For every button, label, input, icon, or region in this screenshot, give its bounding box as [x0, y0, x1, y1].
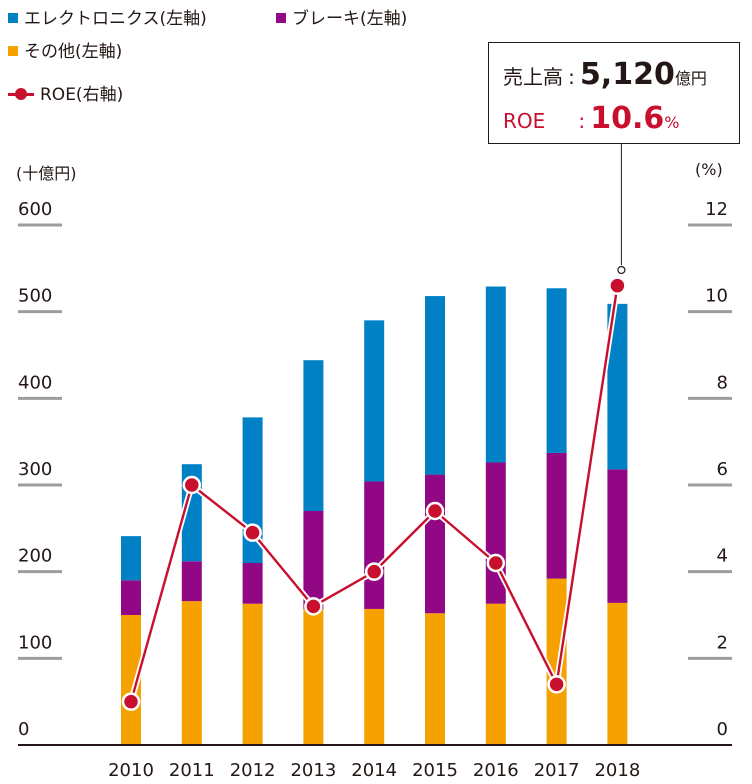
legend-other: その他(左軸): [8, 41, 122, 63]
legend-electronics-label: エレクトロニクス(左軸): [24, 9, 207, 29]
callout-roe-value: 10.6: [590, 101, 665, 136]
bar-brake-2010: [121, 580, 141, 615]
right-tick-label-2: 2: [717, 632, 728, 653]
roe-point-2015: [425, 501, 445, 521]
legend-roe: ROE(右軸): [8, 84, 123, 106]
left-tick-label-100: 100: [18, 632, 52, 653]
callout-roe-unit: %: [664, 113, 680, 132]
legend-other-label: その他(左軸): [24, 42, 123, 62]
x-tick-label-2013: 2013: [290, 760, 336, 781]
roe-point-2018: [608, 276, 627, 295]
bar-brake-2017: [546, 452, 567, 579]
other-swatch: [8, 46, 18, 56]
bar-other-2018: [607, 602, 628, 745]
x-tick-label-2014: 2014: [351, 760, 397, 781]
bar-other-2014: [364, 608, 385, 745]
callout-roe-label: ROE: [503, 109, 546, 133]
bar-other-2011: [181, 601, 202, 745]
bar-brake-2014: [364, 481, 385, 609]
bar-brake-2011: [181, 561, 202, 602]
callout-leader-dot: [617, 265, 626, 275]
bar-brake-2015: [425, 474, 445, 614]
callout-sales-colon: :: [568, 65, 575, 89]
left-axis-unit: (十億円): [16, 164, 77, 183]
left-tick-label-300: 300: [18, 459, 52, 480]
right-tick-label-4: 4: [717, 546, 728, 567]
right-tick-label-8: 8: [717, 372, 728, 393]
electronics-swatch: [8, 13, 18, 23]
bar-electronics-2018: [607, 303, 628, 470]
x-tick-label-2018: 2018: [594, 760, 640, 781]
roe-point-2016: [486, 553, 506, 573]
callout-sales-label: 売上高: [503, 65, 563, 89]
right-tick-label-10: 10: [705, 286, 728, 307]
bar-other-2010: [121, 615, 141, 745]
right-tick-label-0: 0: [717, 719, 728, 740]
callout-sales-row: 売上高 : 5,120億円: [503, 57, 707, 92]
left-tick-label-500: 500: [18, 286, 52, 307]
callout-roe-colon: :: [578, 109, 586, 133]
bar-other-2016: [485, 603, 506, 745]
left-tick-label-200: 200: [18, 546, 52, 567]
legend-electronics: エレクトロニクス(左軸): [8, 8, 207, 30]
bar-other-2012: [242, 603, 263, 745]
left-tick-label-400: 400: [18, 372, 52, 393]
x-tick-label-2011: 2011: [169, 760, 215, 781]
roe-point-2012: [243, 523, 262, 542]
roe-point-2014: [364, 562, 384, 581]
callout-sales-unit: 億円: [674, 69, 707, 88]
roe-point-2013: [304, 597, 323, 616]
right-tick-label-6: 6: [717, 459, 728, 480]
roe-legend-marker: [8, 88, 34, 100]
callout-roe-row: ROE : 10.6%: [503, 101, 679, 136]
roe-point-2011: [182, 475, 202, 495]
bar-other-2017: [546, 578, 567, 745]
right-tick-label-12: 12: [705, 199, 728, 220]
bar-brake-2013: [303, 511, 324, 609]
summary-callout: 売上高 : 5,120億円 ROE : 10.6%: [488, 42, 740, 144]
roe-point-2010: [121, 692, 141, 711]
x-tick-label-2015: 2015: [412, 760, 458, 781]
right-axis-unit: (%): [695, 160, 723, 179]
legend-roe-label: ROE(右軸): [40, 85, 124, 105]
legend-brake-label: ブレーキ(左軸): [292, 9, 408, 29]
bar-brake-2018: [607, 469, 628, 603]
bar-other-2013: [303, 608, 324, 745]
legend-brake: ブレーキ(左軸): [276, 8, 407, 30]
x-tick-label-2010: 2010: [108, 760, 154, 781]
roe-point-2017: [547, 675, 566, 694]
x-tick-label-2016: 2016: [473, 760, 519, 781]
brake-swatch: [276, 13, 286, 23]
bar-electronics-2015: [425, 296, 445, 475]
callout-sales-value: 5,120: [579, 57, 675, 92]
bar-electronics-2017: [546, 288, 567, 453]
x-tick-label-2017: 2017: [534, 760, 580, 781]
bar-electronics-2016: [485, 286, 506, 463]
bar-electronics-2013: [303, 360, 324, 511]
bar-brake-2012: [242, 563, 263, 604]
left-tick-label-600: 600: [18, 199, 52, 220]
left-tick-label-0: 0: [18, 719, 29, 740]
x-tick-label-2012: 2012: [230, 760, 276, 781]
bar-other-2015: [425, 613, 445, 745]
bar-electronics-2014: [364, 320, 385, 482]
bar-electronics-2010: [121, 536, 141, 581]
